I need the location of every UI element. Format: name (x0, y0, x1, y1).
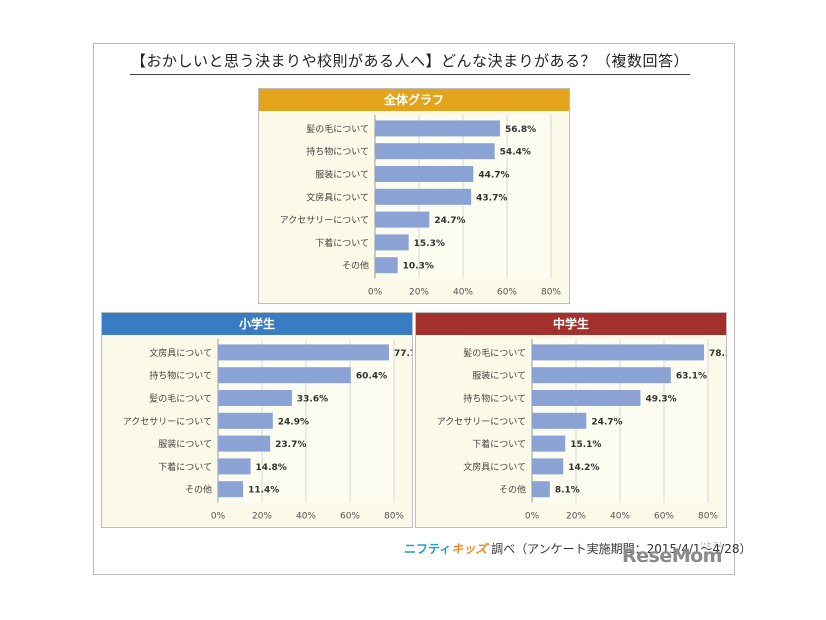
data-label: 77.7% (394, 349, 412, 359)
bar (375, 188, 472, 205)
source-footer: ニフティキッズ 調べ（アンケート実施期間：2015/4/1～4/28） (404, 540, 752, 557)
chart-middle: 0% 20% 40% 60% 80% 髪の毛について 78.2% 服装について 63.1% 持ち物… (437, 339, 726, 522)
data-label: 44.7% (478, 171, 509, 181)
bar (218, 344, 389, 361)
title-underline (130, 74, 690, 75)
data-label: 43.7% (476, 193, 507, 203)
category-label: 服装について (472, 370, 526, 382)
x-tick-label: 40% (453, 288, 473, 298)
bar (375, 257, 398, 274)
data-label: 14.8% (256, 463, 287, 473)
x-tick-label: 0% (368, 288, 383, 298)
data-label: 10.3% (403, 262, 434, 272)
x-tick-label: 0% (211, 512, 226, 522)
category-label: その他 (342, 260, 369, 272)
chart-panel-elementary: 小学生 0% 20% 40% 60% 80% 文房具について 77.7% 持ち物について 60.… (101, 312, 413, 528)
x-tick-label: 60% (497, 288, 517, 298)
data-label: 15.3% (414, 239, 445, 249)
resemom-logo: ReseMom (622, 545, 722, 567)
category-label: 髪の毛について (463, 347, 526, 359)
category-label: 髪の毛について (306, 123, 369, 135)
category-label: 下着について (158, 461, 212, 473)
x-tick-label: 20% (252, 512, 272, 522)
data-label: 23.7% (275, 440, 306, 450)
data-label: 15.1% (570, 440, 601, 450)
bar (218, 412, 273, 429)
x-tick-label: 80% (384, 512, 404, 522)
category-label: 下着について (315, 237, 369, 249)
x-tick-label: 80% (698, 512, 718, 522)
category-label: 下着について (472, 438, 526, 450)
main-title: 【おかしいと思う決まりや校則がある人へ】どんな決まりがある？（複数回答） (130, 52, 689, 70)
data-label: 56.8% (505, 125, 536, 135)
category-label: 服装について (158, 438, 212, 450)
chart-panel-overall: 全体グラフ 0% 20% 40% 60% 80% 髪の毛について 56.8% 持ち物について 5… (258, 88, 570, 304)
brand-nifty: ニフティ (404, 542, 452, 556)
x-tick-label: 40% (296, 512, 316, 522)
bar (532, 481, 550, 498)
bar (532, 367, 671, 384)
x-tick-label: 60% (340, 512, 360, 522)
panel-header-elementary: 小学生 (102, 313, 412, 335)
x-tick-label: 40% (610, 512, 630, 522)
category-label: 文房具について (306, 191, 369, 203)
category-label: 文房具について (463, 461, 526, 473)
bar (218, 390, 292, 406)
data-label: 54.4% (500, 148, 531, 158)
source-text: 調べ（アンケート実施期間：2015/4/1～4/28） (491, 542, 752, 556)
bar (218, 481, 244, 498)
data-label: 63.1% (676, 372, 707, 382)
data-label: 24.7% (434, 216, 465, 226)
data-label: 24.7% (591, 417, 622, 427)
data-label: 24.9% (278, 417, 309, 427)
category-label: 文房具について (149, 347, 212, 359)
brand-kids: キッズ (451, 542, 488, 556)
bar (532, 412, 587, 429)
logo-subtext: リセマム (700, 542, 725, 549)
chart-overall: 0% 20% 40% 60% 80% 髪の毛について 56.8% 持ち物について 54.4% 服装… (280, 115, 561, 298)
data-label: 60.4% (356, 372, 387, 382)
bar (375, 234, 409, 251)
category-label: アクセサリーについて (280, 215, 369, 226)
category-label: その他 (185, 484, 212, 496)
x-tick-label: 0% (525, 512, 540, 522)
bar (375, 211, 430, 228)
data-label: 14.2% (568, 463, 599, 473)
panel-header-overall: 全体グラフ (259, 89, 569, 111)
bar (532, 344, 705, 361)
bar (375, 143, 495, 160)
data-label: 78.2% (709, 349, 726, 359)
bar (218, 367, 351, 384)
x-tick-label: 20% (409, 288, 429, 298)
category-label: 服装について (315, 169, 369, 181)
category-label: 持ち物について (463, 393, 526, 405)
bar (375, 120, 500, 137)
bar (532, 458, 564, 475)
category-label: アクセサリーについて (123, 416, 212, 427)
data-label: 11.4% (248, 486, 279, 496)
chart-elementary: 0% 20% 40% 60% 80% 文房具について 77.7% 持ち物について 60.4% 髪の… (123, 339, 412, 522)
category-label: その他 (499, 484, 526, 496)
bar (218, 435, 271, 452)
category-label: アクセサリーについて (437, 416, 526, 427)
chart-panel-middle: 中学生 0% 20% 40% 60% 80% 髪の毛について 78.2% 服装について 63.1… (415, 312, 727, 528)
bar (532, 390, 641, 406)
panel-header-middle: 中学生 (416, 313, 726, 335)
category-label: 持ち物について (149, 370, 212, 382)
category-label: 髪の毛について (149, 393, 212, 405)
x-tick-label: 60% (654, 512, 674, 522)
data-label: 49.3% (645, 395, 676, 405)
category-label: 持ち物について (306, 146, 369, 158)
data-label: 33.6% (297, 395, 328, 405)
x-tick-label: 20% (566, 512, 586, 522)
bar (375, 166, 474, 182)
bar (218, 458, 251, 475)
x-tick-label: 80% (541, 288, 561, 298)
bar (532, 435, 566, 452)
data-label: 8.1% (555, 486, 580, 496)
